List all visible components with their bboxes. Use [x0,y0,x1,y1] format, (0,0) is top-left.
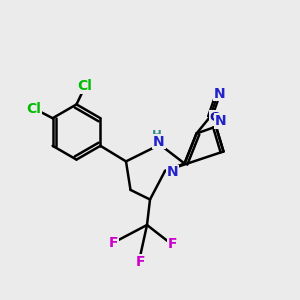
Text: Cl: Cl [26,102,41,116]
Text: F: F [108,236,118,250]
Text: F: F [136,255,145,268]
Text: N: N [215,114,226,128]
Text: N: N [167,166,178,179]
Text: H: H [152,129,162,142]
Text: N: N [214,87,225,100]
Text: Cl: Cl [77,79,92,93]
Text: N: N [153,135,165,148]
Text: C: C [210,111,219,124]
Text: F: F [168,237,178,251]
